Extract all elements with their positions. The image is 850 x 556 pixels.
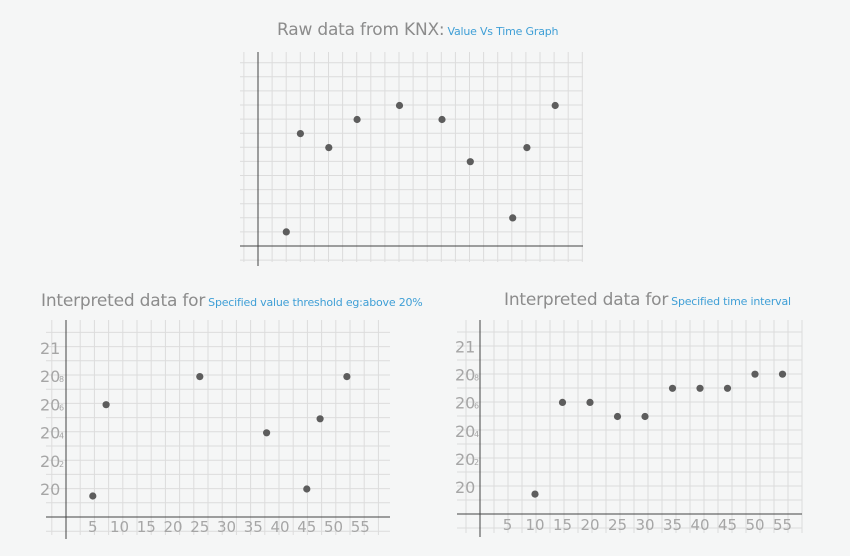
y-tick-sublabel: 8 [474, 374, 479, 383]
x-tick-label: 15 [137, 518, 156, 536]
interval-chart-title-sub: Specified time interval [671, 295, 791, 308]
data-point [696, 384, 704, 392]
data-point [325, 144, 333, 152]
y-tick-sublabel: 6 [59, 403, 64, 412]
threshold-chart-title: Interpreted data for Specified value thre… [41, 291, 423, 311]
x-tick-label: 55 [351, 518, 370, 536]
x-tick-label: 5 [503, 516, 513, 534]
data-point [586, 398, 594, 406]
data-point [395, 101, 404, 110]
data-point [316, 415, 324, 423]
data-point [89, 492, 97, 500]
data-point [531, 490, 539, 498]
interval-chart-title: Interpreted data for Specified time inter… [504, 290, 791, 310]
x-tick-label: 10 [110, 518, 129, 536]
y-tick-label: 20 [455, 450, 475, 469]
raw-grid [240, 52, 583, 262]
data-point [778, 370, 787, 378]
x-tick-label: 40 [270, 518, 289, 536]
x-tick-label: 25 [190, 518, 209, 536]
data-point [723, 384, 732, 392]
x-tick-label: 45 [718, 516, 737, 534]
raw-chart-title: Raw data from KNX: Value Vs Time Graph [277, 20, 558, 40]
data-point [102, 401, 110, 409]
x-tick-label: 55 [773, 516, 792, 534]
x-tick-label: 5 [88, 518, 98, 536]
x-tick-label: 20 [163, 518, 182, 536]
threshold-grid [46, 320, 390, 535]
interval-grid [457, 320, 803, 533]
y-tick-label: 20 [40, 367, 60, 386]
interval-axes [457, 320, 802, 537]
data-point [668, 384, 677, 392]
y-tick-sublabel: 4 [474, 430, 479, 439]
y-tick-label: 20 [40, 452, 60, 471]
data-point [613, 412, 622, 421]
data-point [641, 412, 649, 421]
threshold-chart-title-sub: Specified value threshold eg:above 20% [208, 296, 423, 309]
threshold-chart-title-main: Interpreted data for [41, 291, 206, 311]
threshold-points [89, 373, 351, 500]
y-tick-sublabel: 2 [59, 460, 64, 469]
y-tick-label: 20 [40, 395, 60, 414]
data-point [263, 429, 271, 437]
y-tick-sublabel: 2 [474, 458, 479, 467]
interval-points [531, 370, 787, 498]
x-tick-label: 30 [635, 516, 654, 534]
threshold-axes [46, 320, 390, 539]
data-point [466, 158, 474, 166]
y-tick-label: 21 [40, 339, 60, 358]
y-tick-label: 20 [455, 394, 475, 413]
data-point [558, 398, 567, 406]
y-tick-label: 21 [455, 338, 475, 357]
data-point [438, 115, 446, 124]
x-tick-label: 25 [608, 516, 627, 534]
y-tick-label: 20 [455, 366, 475, 385]
y-tick-label: 20 [40, 480, 60, 499]
data-point [196, 373, 204, 381]
interval-chart-title-main: Interpreted data for [504, 290, 669, 310]
y-tick-label: 20 [40, 424, 60, 443]
x-tick-label: 35 [244, 518, 263, 536]
x-tick-label: 20 [580, 516, 599, 534]
x-tick-label: 45 [297, 518, 316, 536]
data-point [303, 485, 311, 493]
data-point [751, 370, 759, 378]
x-tick-label: 50 [745, 516, 764, 534]
raw-chart [240, 52, 583, 266]
x-tick-label: 40 [690, 516, 709, 534]
data-point [282, 228, 290, 236]
raw-points [282, 101, 559, 236]
raw-axes [240, 52, 583, 266]
data-point [296, 130, 304, 138]
raw-chart-title-sub: Value Vs Time Graph [447, 25, 559, 38]
data-point [353, 115, 361, 124]
data-point [551, 101, 559, 110]
x-tick-label: 30 [217, 518, 236, 536]
raw-chart-title-main: Raw data from KNX: [277, 20, 445, 40]
data-point [343, 373, 351, 381]
y-tick-sublabel: 6 [474, 402, 479, 411]
y-tick-sublabel: 4 [59, 432, 64, 441]
x-tick-label: 10 [525, 516, 544, 534]
y-tick-sublabel: 8 [59, 375, 64, 384]
y-tick-label: 20 [455, 422, 475, 441]
data-point [523, 144, 531, 152]
x-tick-label: 35 [663, 516, 682, 534]
y-tick-label: 20 [455, 478, 475, 497]
x-tick-label: 15 [553, 516, 572, 534]
data-point [509, 214, 517, 222]
x-tick-label: 50 [324, 518, 343, 536]
